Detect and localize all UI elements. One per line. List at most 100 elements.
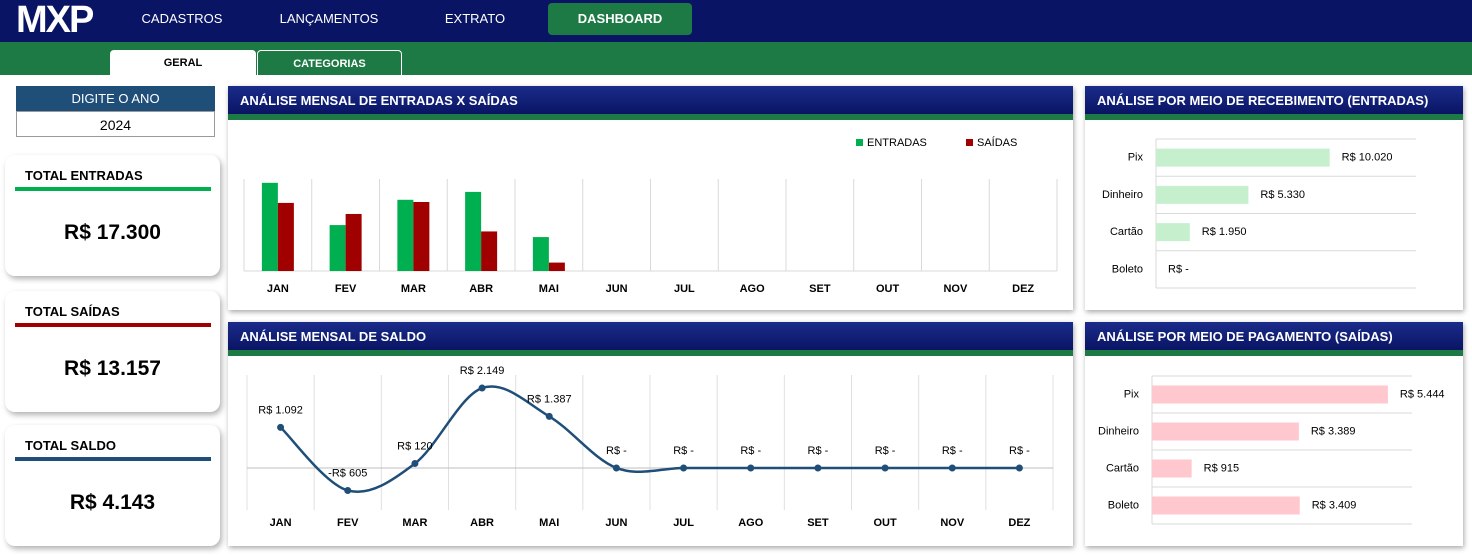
value-label: R$ 1.387 bbox=[527, 393, 572, 405]
nav-item[interactable]: CADASTROS bbox=[141, 11, 223, 26]
chart: Pix R$ 5.444 Dinheiro R$ 3.389 Cartão R$ 915 B… bbox=[1098, 375, 1445, 525]
x-tick-label: AGO bbox=[738, 517, 764, 529]
bar bbox=[413, 202, 430, 271]
bar bbox=[329, 225, 346, 271]
panel-title: ANÁLISE MENSAL DE SALDO bbox=[228, 322, 1073, 356]
bar bbox=[1152, 496, 1300, 515]
bar bbox=[261, 182, 278, 271]
legend-label: SAÍDAS bbox=[977, 136, 1017, 149]
point bbox=[948, 464, 956, 472]
panel-title: ANÁLISE POR MEIO DE RECEBIMENTO (ENTRADA… bbox=[1085, 86, 1463, 120]
x-tick-label: MAI bbox=[539, 283, 559, 295]
legend-swatch bbox=[966, 139, 973, 146]
panel-title: ANÁLISE MENSAL DE ENTRADAS X SAÍDAS bbox=[228, 86, 1073, 120]
card-rule bbox=[15, 323, 211, 327]
x-tick-label: JAN bbox=[270, 517, 292, 529]
value-label: R$ - bbox=[808, 445, 829, 457]
value-label: R$ - bbox=[740, 445, 761, 457]
value-label: R$ 3.389 bbox=[1311, 425, 1356, 437]
bar bbox=[345, 213, 362, 271]
point bbox=[478, 384, 486, 392]
nav-item[interactable]: LANÇAMENTOS bbox=[279, 11, 379, 26]
y-tick-label: Pix bbox=[1124, 388, 1140, 400]
value-label: R$ - bbox=[875, 445, 896, 457]
bar bbox=[1156, 185, 1249, 204]
bar bbox=[548, 262, 565, 271]
value-label: R$ 120 bbox=[397, 440, 432, 452]
chart: R$ 1.092 JAN -R$ 605 FEV R$ 120 MAR R$ 2.149 AB… bbox=[246, 365, 1054, 529]
value-label: -R$ 605 bbox=[328, 467, 367, 479]
nav-item[interactable]: EXTRATO bbox=[444, 11, 506, 26]
value-label: R$ 3.409 bbox=[1312, 499, 1357, 511]
x-tick-label: SET bbox=[807, 517, 829, 529]
x-tick-label: DEZ bbox=[1012, 283, 1034, 295]
y-tick-label: Dinheiro bbox=[1098, 425, 1139, 437]
x-tick-label: MAR bbox=[401, 283, 426, 295]
bar bbox=[1152, 422, 1299, 441]
value-label: R$ 1.950 bbox=[1202, 226, 1247, 238]
card-rule bbox=[15, 457, 211, 461]
legend-swatch bbox=[856, 139, 863, 146]
point bbox=[881, 464, 889, 472]
x-tick-label: JUL bbox=[674, 283, 695, 295]
point bbox=[545, 412, 553, 420]
y-tick-label: Cartão bbox=[1106, 462, 1139, 474]
legend-label: ENTRADAS bbox=[867, 137, 927, 149]
card-title: TOTAL ENTRADAS bbox=[25, 168, 143, 183]
x-tick-label: NOV bbox=[943, 283, 968, 295]
point bbox=[612, 464, 620, 472]
x-tick-label: MAI bbox=[539, 517, 559, 529]
x-tick-label: SET bbox=[809, 283, 831, 295]
card-title: TOTAL SALDO bbox=[25, 438, 116, 453]
bar bbox=[481, 231, 498, 271]
chart-panel: ANÁLISE MENSAL DE SALDO R$ 1.092 JAN -R$ 6… bbox=[228, 322, 1073, 546]
bar bbox=[1152, 385, 1388, 404]
x-tick-label: JUN bbox=[605, 517, 627, 529]
bar bbox=[397, 199, 414, 271]
kpi-card: TOTAL SALDO R$ 4.143 bbox=[5, 425, 220, 546]
tab[interactable]: CATEGORIAS bbox=[257, 50, 402, 75]
x-tick-label: NOV bbox=[940, 517, 965, 529]
logo[interactable]: MXP bbox=[16, 0, 94, 41]
x-tick-label: DEZ bbox=[1008, 517, 1030, 529]
card-title: TOTAL SAÍDAS bbox=[25, 304, 120, 319]
bar bbox=[1156, 223, 1190, 242]
x-tick-label: AGO bbox=[740, 283, 766, 295]
x-tick-label: JUL bbox=[673, 517, 694, 529]
y-tick-label: Boleto bbox=[1112, 263, 1143, 275]
x-tick-label: FEV bbox=[337, 517, 359, 529]
point bbox=[411, 460, 419, 468]
nav-item-active[interactable]: DASHBOARD bbox=[548, 3, 692, 35]
chart-panel: ANÁLISE POR MEIO DE PAGAMENTO (SAÍDAS) P… bbox=[1085, 322, 1463, 546]
kpi-card: TOTAL ENTRADAS R$ 17.300 bbox=[5, 155, 220, 276]
point bbox=[814, 464, 822, 472]
nav-bar: MXP CADASTROS LANÇAMENTOS EXTRATO DASHBO… bbox=[0, 0, 1472, 42]
x-tick-label: ABR bbox=[469, 283, 493, 295]
chart-panel: ANÁLISE POR MEIO DE RECEBIMENTO (ENTRADA… bbox=[1085, 86, 1463, 310]
value-label: R$ - bbox=[606, 445, 627, 457]
kpi-card: TOTAL SAÍDAS R$ 13.157 bbox=[5, 291, 220, 412]
x-tick-label: FEV bbox=[335, 283, 357, 295]
panel-title: ANÁLISE POR MEIO DE PAGAMENTO (SAÍDAS) bbox=[1085, 322, 1463, 356]
point bbox=[344, 486, 352, 494]
chart: ENTRADAS SAÍDAS JAN FEV MAR ABR MAI JUN JUL AGO SE… bbox=[243, 136, 1058, 295]
value-label: R$ 915 bbox=[1204, 462, 1239, 474]
point bbox=[680, 464, 688, 472]
value-label: R$ - bbox=[1168, 263, 1189, 275]
value-label: R$ - bbox=[673, 445, 694, 457]
card-rule bbox=[15, 187, 211, 191]
card-value: R$ 13.157 bbox=[64, 357, 161, 380]
value-label: R$ 2.149 bbox=[460, 365, 505, 377]
point bbox=[747, 464, 755, 472]
value-label: R$ 1.092 bbox=[258, 404, 303, 416]
bar bbox=[277, 202, 294, 271]
x-tick-label: OUT bbox=[873, 517, 897, 529]
value-label: R$ 10.020 bbox=[1342, 152, 1393, 164]
card-value: R$ 17.300 bbox=[64, 221, 161, 244]
tab-active[interactable]: GERAL bbox=[110, 50, 256, 75]
point bbox=[1015, 464, 1023, 472]
value-label: R$ - bbox=[1009, 445, 1030, 457]
y-tick-label: Pix bbox=[1128, 152, 1144, 164]
point bbox=[277, 423, 285, 431]
year-input[interactable]: 2024 bbox=[16, 111, 215, 137]
